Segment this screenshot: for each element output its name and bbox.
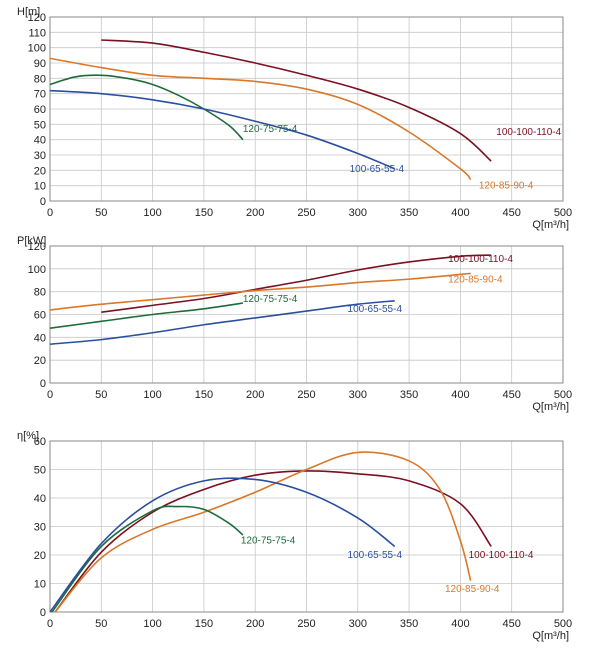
series-line-120-75-75-4 [51,505,244,613]
plot-frame [49,16,564,202]
x-tick-label: 150 [195,389,213,401]
series-line-120-85-90-4 [49,272,471,311]
x-tick-label: 350 [400,618,418,630]
plot-frame [49,245,564,384]
x-tick-label: 400 [451,207,469,219]
x-tick-label: 50 [95,389,107,401]
series-label: 100-100-110-4 [448,254,513,265]
efficiency-chart: 0 50 100 150 200 250 300 350 400 450 500 0 10 20 30 40 5… [17,430,572,642]
series-label: 120-85-90-4 [448,275,503,286]
y-tick-label: 30 [34,150,46,162]
series-label: 120-75-75-4 [241,536,296,547]
y-axis-label: H[m] [17,6,40,18]
x-tick-label: 200 [246,618,264,630]
x-axis-label: Q[m³/h] [532,630,569,642]
x-tick-label: 300 [349,389,367,401]
x-tick-label: 500 [554,207,572,219]
y-tick-label: 10 [34,579,46,591]
y-tick-label: 40 [34,332,46,344]
x-tick-label: 50 [95,207,107,219]
x-tick-label: 100 [143,618,161,630]
y-axis-label: P[kW] [17,235,46,247]
series-label: 120-75-75-4 [243,124,298,135]
x-tick-label: 50 [95,618,107,630]
x-tick-label: 250 [297,618,315,630]
series-line-120-75-75-4 [49,302,244,329]
series-line-100-65-55-4 [49,89,396,170]
x-tick-label: 300 [349,207,367,219]
y-tick-label: 20 [34,550,46,562]
y-tick-label: 20 [34,355,46,367]
grid [49,16,564,202]
x-tick-label: 150 [195,618,213,630]
y-tick-label: 60 [34,436,46,448]
x-tick-label: 250 [297,207,315,219]
y-tick-label: 120 [28,12,46,24]
y-tick-label: 80 [34,287,46,299]
x-tick-label: 500 [554,618,572,630]
y-tick-label: 100 [28,43,46,55]
series-label: 100-65-55-4 [348,304,403,315]
x-axis-label: Q[m³/h] [532,401,569,413]
y-tick-label: 120 [28,241,46,253]
series-label: 120-85-90-4 [445,584,500,595]
x-tick-label: 350 [400,207,418,219]
series-line-100-65-55-4 [49,300,395,345]
y-tick-label: 50 [34,465,46,477]
x-tick-label: 450 [503,618,521,630]
y-tick-label: 80 [34,73,46,85]
grid [49,245,564,384]
y-tick-label: 110 [28,27,46,39]
x-tick-label: 200 [246,207,264,219]
x-tick-label: 200 [246,389,264,401]
y-tick-label: 30 [34,522,46,534]
x-tick-label: 400 [451,389,469,401]
y-axis-label: η[%] [17,430,39,442]
x-tick-label: 300 [349,618,367,630]
y-tick-label: 0 [40,378,46,390]
x-tick-label: 450 [503,207,521,219]
series-label: 120-85-90-4 [479,181,534,192]
x-tick-label: 400 [451,618,469,630]
x-tick-label: 0 [47,389,53,401]
y-tick-label: 50 [34,119,46,131]
series-label: 120-75-75-4 [243,294,298,305]
y-tick-label: 0 [40,196,46,208]
plot-frame [49,440,564,613]
series-line-120-85-90-4 [54,451,472,613]
y-tick-label: 10 [34,181,46,193]
y-tick-label: 20 [34,165,46,177]
series-label: 100-100-110-4 [496,127,561,138]
y-tick-label: 40 [34,493,46,505]
series-line-120-85-90-4 [49,57,472,181]
y-tick-label: 40 [34,135,46,147]
y-tick-label: 100 [28,264,46,276]
series-line-100-100-110-4 [54,470,492,613]
power-chart: 0 50 100 150 200 250 300 350 400 450 500 0 20 40 60 80 1… [17,235,572,413]
series-line-100-65-55-4 [49,477,396,613]
y-tick-label: 90 [34,58,46,70]
x-tick-label: 100 [143,207,161,219]
head-chart: 0 50 100 150 200 250 300 350 400 450 500 0 10 20 30 40 5… [17,6,572,231]
x-axis-label: Q[m³/h] [532,219,569,231]
series-line-100-100-110-4 [101,254,492,314]
x-tick-label: 350 [400,389,418,401]
x-tick-label: 150 [195,207,213,219]
series-label: 100-65-55-4 [348,550,403,561]
y-tick-label: 60 [34,310,46,322]
series-line-100-100-110-4 [101,39,492,162]
x-tick-label: 450 [503,389,521,401]
y-tick-label: 70 [34,89,46,101]
y-tick-label: 60 [34,104,46,116]
y-tick-label: 0 [40,607,46,619]
series-line-120-75-75-4 [49,74,244,141]
x-tick-label: 500 [554,389,572,401]
series-label: 100-65-55-4 [350,164,405,175]
x-tick-label: 100 [143,389,161,401]
x-tick-label: 0 [47,618,53,630]
series-label: 100-100-110-4 [469,550,534,561]
x-tick-label: 250 [297,389,315,401]
x-tick-label: 0 [47,207,53,219]
